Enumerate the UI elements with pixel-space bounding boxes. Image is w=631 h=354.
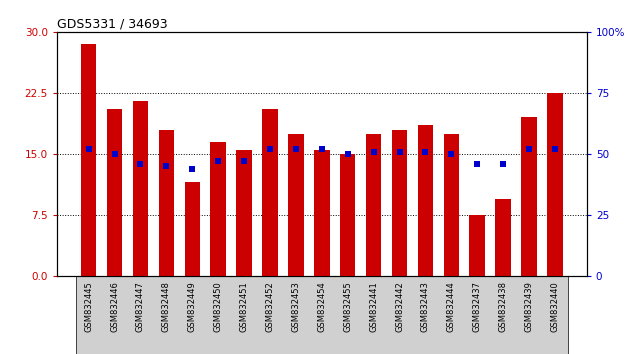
Text: GDS5331 / 34693: GDS5331 / 34693	[57, 18, 167, 31]
Bar	[495, 199, 511, 276]
Bar	[392, 130, 407, 276]
Point	[291, 146, 301, 152]
Bar	[107, 109, 122, 276]
Bar	[237, 150, 252, 276]
Point	[162, 164, 172, 169]
Point	[420, 149, 430, 154]
Point	[550, 146, 560, 152]
Point	[446, 151, 456, 157]
FancyBboxPatch shape	[76, 276, 568, 354]
Point	[498, 161, 508, 167]
Point	[343, 151, 353, 157]
Bar	[366, 134, 381, 276]
Point	[110, 151, 120, 157]
Bar	[314, 150, 329, 276]
Point	[213, 159, 223, 164]
Bar	[210, 142, 226, 276]
Bar	[184, 183, 200, 276]
Bar	[262, 109, 278, 276]
Point	[369, 149, 379, 154]
Point	[317, 146, 327, 152]
Bar	[547, 93, 563, 276]
Point	[524, 146, 534, 152]
Bar	[81, 44, 97, 276]
Bar	[444, 134, 459, 276]
Point	[394, 149, 404, 154]
Bar	[340, 154, 355, 276]
Point	[83, 146, 93, 152]
Bar	[133, 101, 148, 276]
Point	[472, 161, 482, 167]
Bar	[418, 126, 433, 276]
Point	[187, 166, 198, 171]
Point	[136, 161, 146, 167]
Bar	[521, 118, 537, 276]
Point	[239, 159, 249, 164]
Bar	[158, 130, 174, 276]
Point	[265, 146, 275, 152]
Bar	[469, 215, 485, 276]
Bar	[288, 134, 304, 276]
